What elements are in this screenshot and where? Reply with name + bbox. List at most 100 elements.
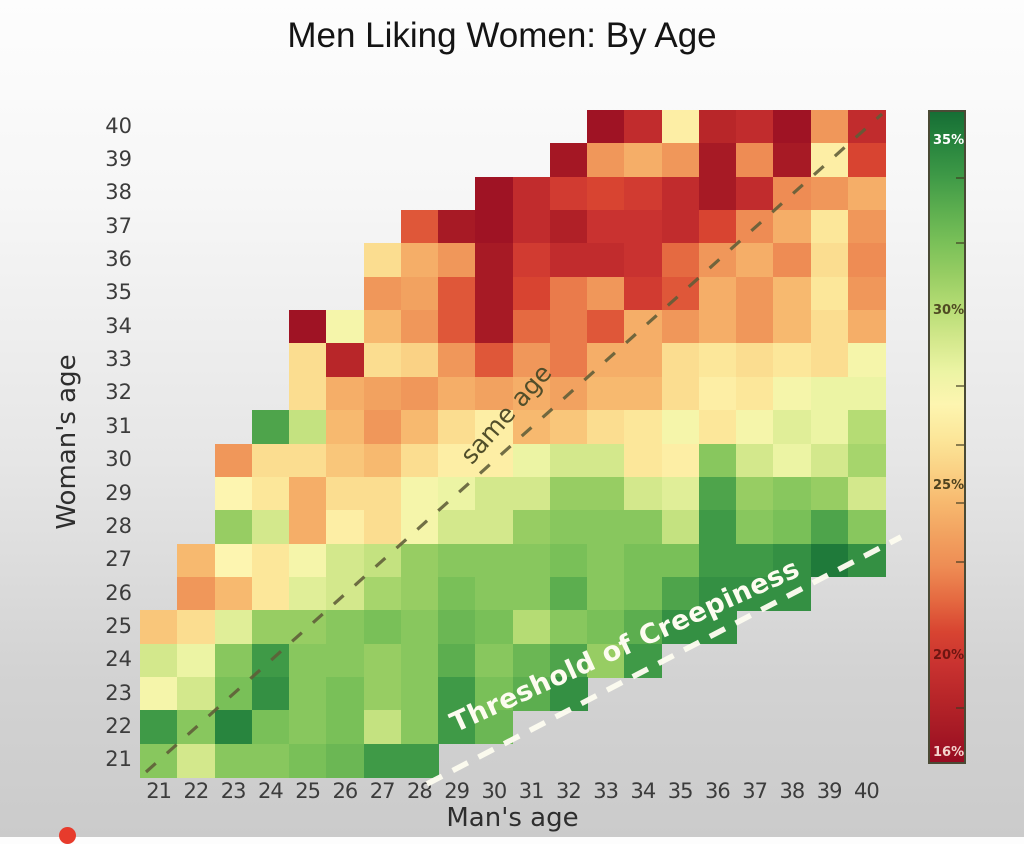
heatmap-cell <box>289 543 327 578</box>
heatmap-cell <box>736 343 774 378</box>
heatmap-cell <box>549 210 588 244</box>
heatmap-cell <box>400 343 439 378</box>
heatmap-cell <box>698 143 737 178</box>
y-tick-label: 33 <box>105 347 132 372</box>
heatmap-cell <box>363 543 402 578</box>
heatmap-cell <box>289 643 327 678</box>
colorbar-tick <box>956 385 964 387</box>
heatmap-cell <box>475 476 514 511</box>
heatmap-cell <box>847 110 886 144</box>
heatmap-cell <box>475 310 514 345</box>
heatmap-cell <box>661 510 700 545</box>
heatmap-cell <box>400 410 439 445</box>
heatmap-cell <box>773 110 812 144</box>
heatmap-cell <box>661 243 700 278</box>
heatmap-cell <box>400 310 439 345</box>
heatmap-cell <box>773 510 812 545</box>
heatmap-cell <box>400 376 439 411</box>
colorbar-tick <box>956 502 964 504</box>
heatmap-cell <box>326 343 365 378</box>
heatmap-cell <box>624 143 663 178</box>
heatmap-cell <box>177 743 216 778</box>
heatmap-cell <box>698 543 737 578</box>
heatmap-cell <box>400 610 439 645</box>
heatmap-cell <box>587 176 625 211</box>
x-tick-label: 24 <box>258 779 284 803</box>
heatmap-cell <box>251 443 290 478</box>
y-tick-label: 38 <box>105 180 132 205</box>
heatmap-cell <box>326 676 365 711</box>
heatmap-cell <box>661 310 700 345</box>
heatmap-cell <box>810 410 849 445</box>
heatmap-cell <box>587 310 625 345</box>
heatmap-cell <box>549 476 588 511</box>
heatmap-cell <box>475 510 514 545</box>
heatmap-cell <box>363 310 402 345</box>
heatmap-cell <box>847 543 886 578</box>
heatmap-cell <box>698 410 737 445</box>
heatmap-cell <box>549 410 588 445</box>
heatmap-cell <box>587 510 625 545</box>
colorbar-tick <box>956 560 964 563</box>
heatmap-cell <box>400 576 439 611</box>
heatmap-cell <box>847 343 886 378</box>
heatmap-cell <box>773 410 812 445</box>
heatmap-cell <box>698 243 737 278</box>
heatmap-cell <box>587 143 625 178</box>
heatmap-cell <box>438 276 476 311</box>
heatmap-cell <box>736 476 774 511</box>
y-tick-label: 29 <box>105 480 132 505</box>
heatmap-cell <box>363 510 402 545</box>
heatmap-cell <box>289 310 327 345</box>
y-tick-label: 27 <box>105 547 132 572</box>
heatmap-cell <box>177 710 216 745</box>
heatmap-cell <box>810 276 849 311</box>
heatmap-cell <box>438 610 476 645</box>
heatmap-cell <box>624 210 663 244</box>
heatmap-cell <box>177 676 216 711</box>
heatmap-cell <box>698 276 737 311</box>
heatmap-cell <box>251 676 290 711</box>
heatmap-cell <box>587 343 625 378</box>
heatmap-cell <box>438 576 476 611</box>
heatmap-cell <box>140 743 178 778</box>
heatmap-cell <box>400 743 439 778</box>
heatmap-cell <box>810 176 849 211</box>
heatmap-cell <box>251 610 290 645</box>
heatmap-cell <box>698 476 737 511</box>
heatmap-cell <box>587 576 625 611</box>
heatmap-cell <box>810 443 849 478</box>
heatmap-cell <box>438 243 476 278</box>
heatmap-cell <box>736 110 774 144</box>
heatmap-cell <box>512 576 551 611</box>
heatmap-cell <box>140 643 178 678</box>
heatmap-cell <box>773 343 812 378</box>
heatmap-cell <box>326 376 365 411</box>
heatmap-cell <box>773 143 812 178</box>
y-tick-label: 36 <box>105 247 132 272</box>
heatmap-cell <box>214 676 253 711</box>
heatmap-cell <box>549 143 588 178</box>
heatmap-cell <box>326 610 365 645</box>
heatmap-cell <box>475 176 514 211</box>
heatmap-cell <box>847 310 886 345</box>
heatmap-cell <box>400 510 439 545</box>
heatmap-cell <box>438 376 476 411</box>
y-tick-label: 30 <box>105 447 132 472</box>
heatmap-cell <box>736 176 774 211</box>
heatmap-cell <box>847 276 886 311</box>
heatmap-cell <box>549 510 588 545</box>
heatmap-cell <box>810 343 849 378</box>
heatmap-cell <box>214 643 253 678</box>
heatmap-cell <box>810 210 849 244</box>
heatmap-cell <box>549 376 588 411</box>
heatmap-cell <box>847 376 886 411</box>
heatmap-cell <box>736 410 774 445</box>
heatmap-cell <box>289 510 327 545</box>
heatmap-cell <box>363 410 402 445</box>
heatmap-cell <box>363 443 402 478</box>
heatmap-cell <box>661 276 700 311</box>
colorbar-tick <box>956 242 964 244</box>
x-tick-label: 26 <box>332 779 359 803</box>
heatmap-cell <box>587 443 625 478</box>
